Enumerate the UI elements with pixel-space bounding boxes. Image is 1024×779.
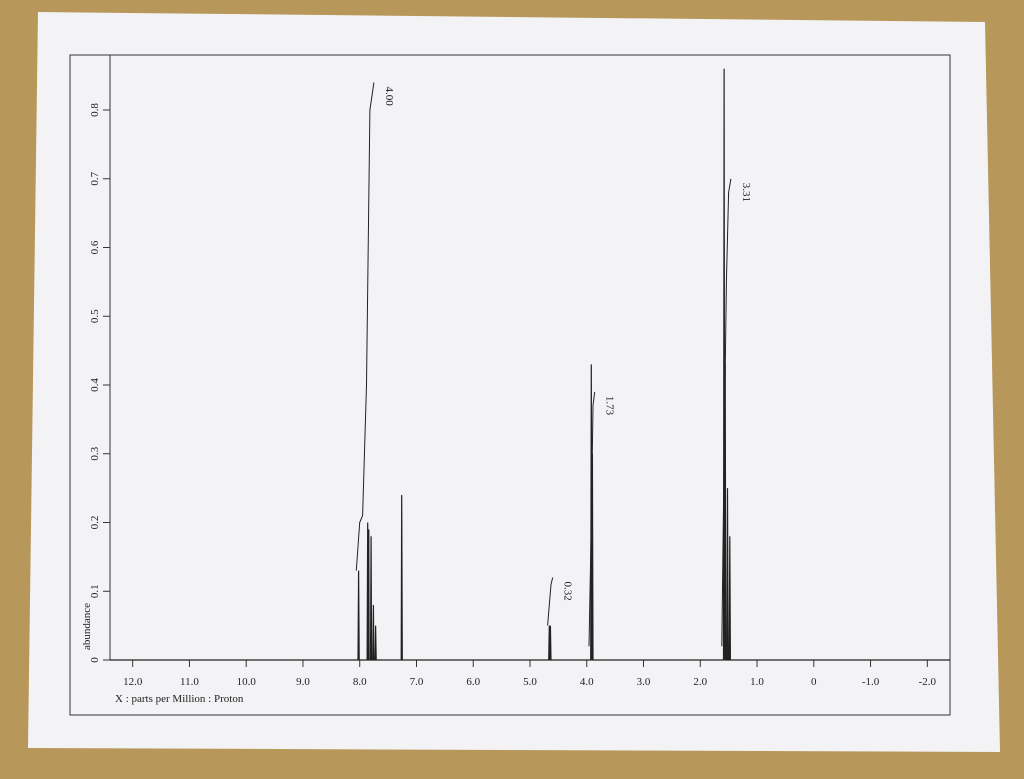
y-tick-label: 0.8 <box>89 103 101 117</box>
x-tick-label: 1.0 <box>750 676 764 688</box>
x-tick-label: 11.0 <box>180 676 199 688</box>
x-tick-label: -1.0 <box>862 676 880 688</box>
x-tick-label: 8.0 <box>353 676 367 688</box>
integral-label: 3.31 <box>740 183 752 202</box>
integral-label: 1.73 <box>604 396 616 416</box>
integral-curve <box>588 391 596 647</box>
outer-frame <box>69 54 951 716</box>
y-tick-label: 0.3 <box>89 446 101 460</box>
x-tick-label: 0 <box>811 676 817 688</box>
paper <box>28 12 1000 752</box>
x-tick-label: 2.0 <box>693 676 707 688</box>
y-tick-label: 0.2 <box>89 516 101 530</box>
spectrum <box>110 68 950 661</box>
x-tick-label: 3.0 <box>637 676 651 688</box>
x-tick-label: 4.0 <box>580 676 594 688</box>
x-tick-label: 10.0 <box>237 676 257 688</box>
integral-curve <box>355 82 375 571</box>
x-axis-label: X : parts per Million : Proton <box>115 693 244 705</box>
x-tick-label: 5.0 <box>523 676 537 688</box>
integral-label: 4.00 <box>383 87 395 107</box>
y-tick-label: 0.4 <box>89 378 101 392</box>
y-tick-label: 0.7 <box>89 171 101 185</box>
y-axis-label: abundance <box>81 603 93 650</box>
x-tick-label: 6.0 <box>466 676 480 688</box>
x-tick-label: 9.0 <box>296 676 310 688</box>
y-tick-label: 0 <box>89 657 101 663</box>
y-tick-label: 0.1 <box>89 584 101 598</box>
integral-curve <box>721 178 732 647</box>
integral-label: 0.32 <box>562 582 574 601</box>
x-tick-label: 12.0 <box>123 676 143 688</box>
integral-curve <box>547 577 554 626</box>
y-tick-label: 0.5 <box>89 309 101 323</box>
y-tick-label: 0.6 <box>89 240 101 254</box>
x-tick-label: 7.0 <box>410 676 424 688</box>
x-tick-label: -2.0 <box>919 676 937 688</box>
